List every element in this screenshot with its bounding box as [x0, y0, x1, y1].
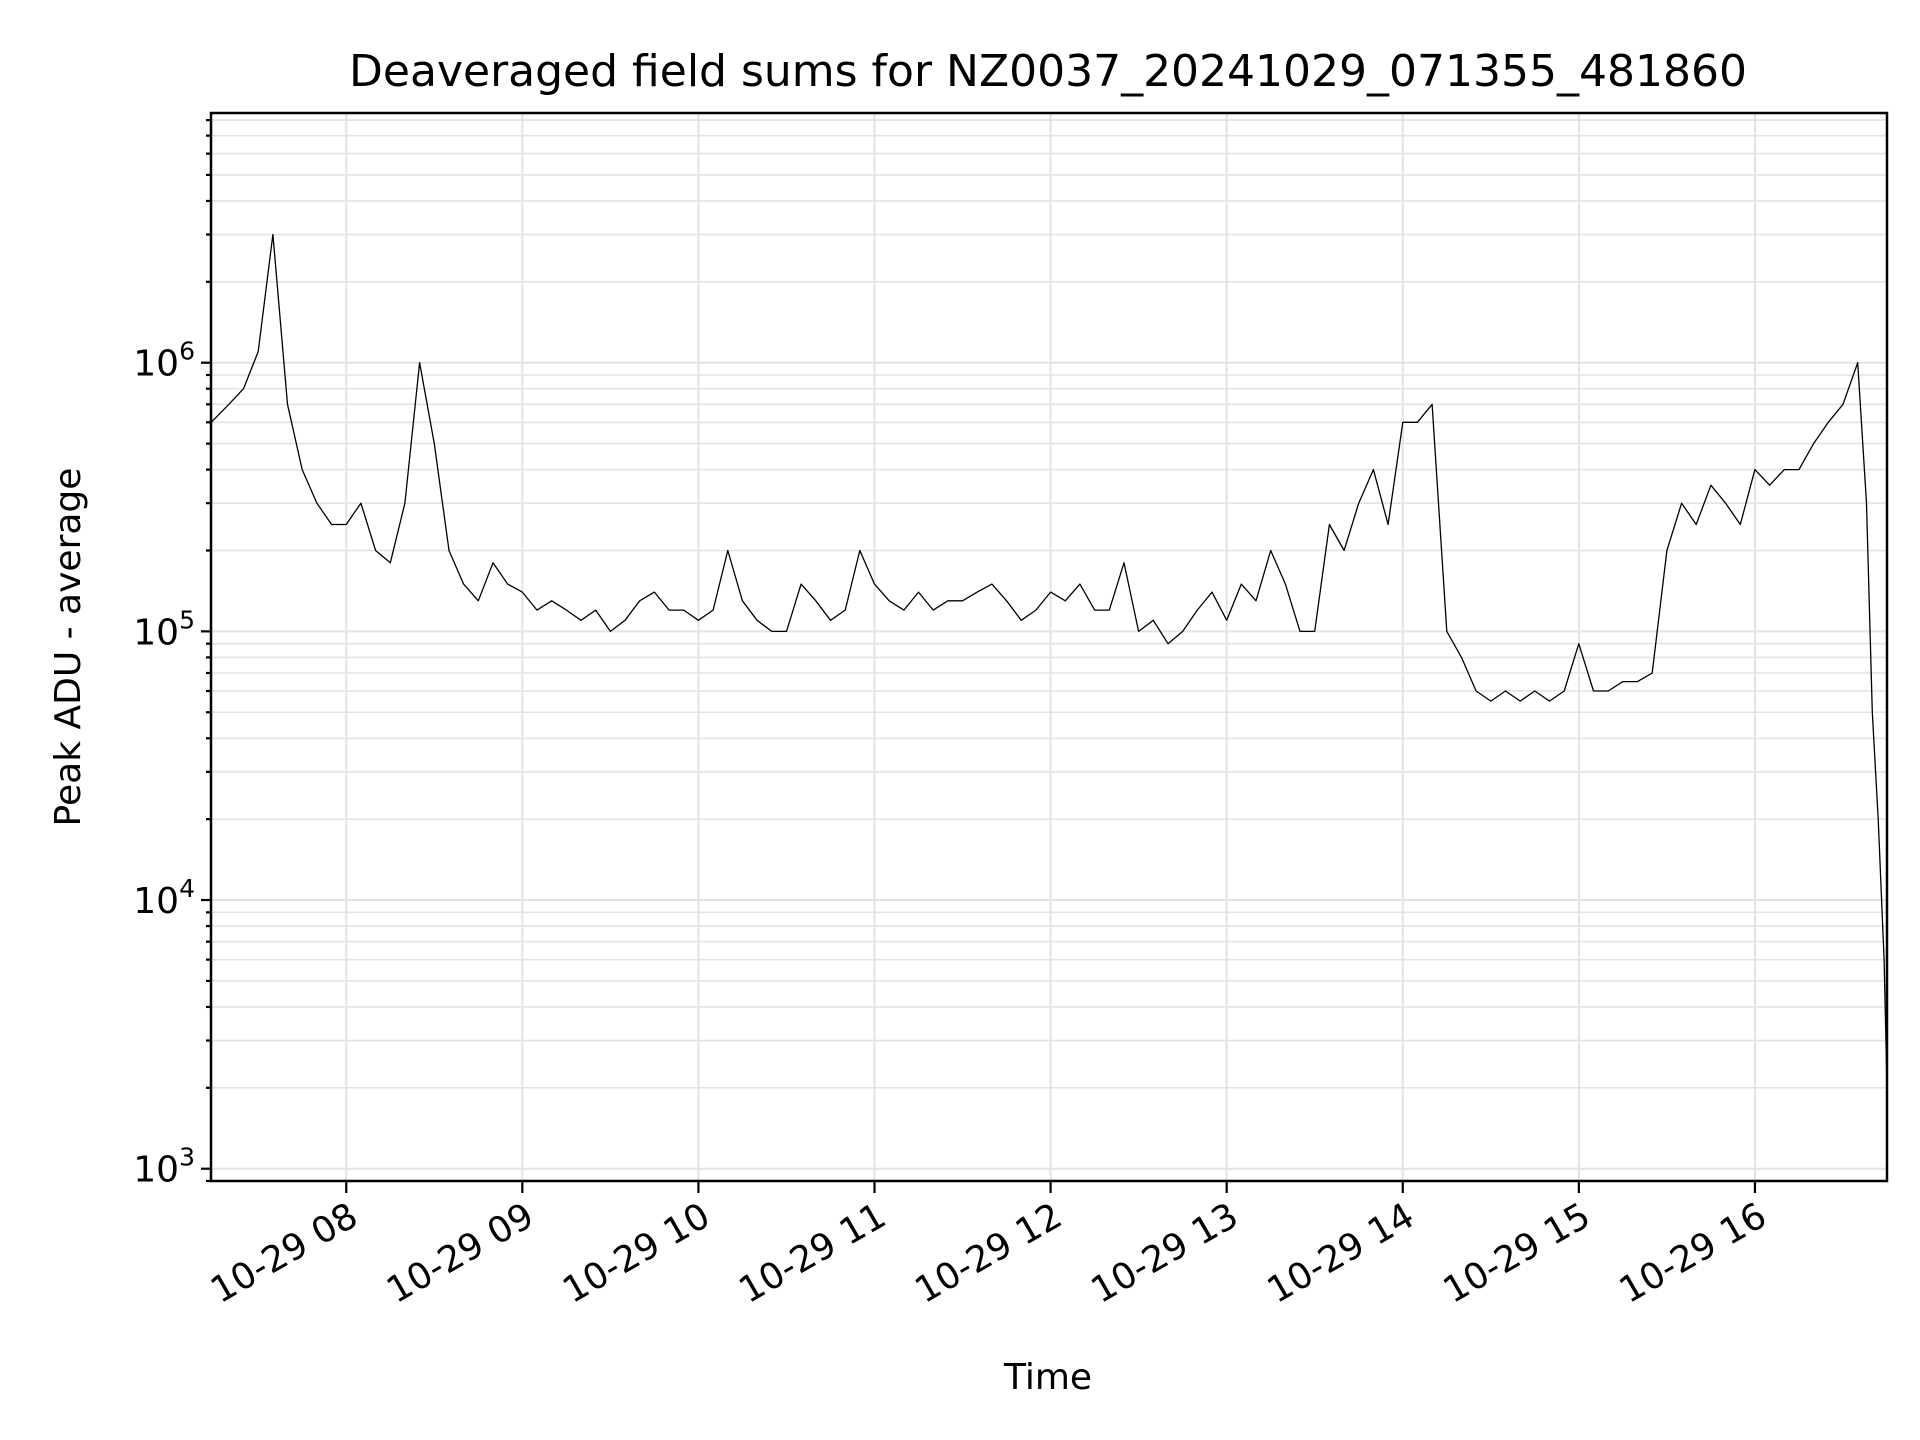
chart-title: Deaveraged field sums for NZ0037_2024102… [349, 46, 1747, 97]
y-tick-label: 106 [133, 337, 195, 385]
y-axis: 103 104 105 106 [133, 118, 211, 1191]
x-tick-label: 10-29 10 [556, 1195, 717, 1311]
series-line [210, 233, 1888, 1088]
x-tick-label: 10-29 14 [1261, 1195, 1422, 1311]
x-axis: 10-29 08 10-29 09 10-29 10 10-29 11 10-29 12… [204, 1181, 1773, 1312]
plot-frame [209, 111, 1889, 1183]
y-tick-label: 103 [133, 1143, 195, 1191]
x-axis-label: Time [1003, 1357, 1092, 1398]
x-tick-label: 10-29 13 [1085, 1195, 1246, 1311]
x-tick-label: 10-29 08 [204, 1195, 365, 1311]
y-axis-label: Peak ADU - average [48, 468, 89, 827]
gridlines [211, 113, 1887, 1182]
x-tick-label: 10-29 11 [732, 1195, 893, 1311]
y-tick-label: 105 [133, 605, 195, 653]
y-tick-label: 104 [133, 874, 195, 922]
x-tick-label: 10-29 15 [1437, 1195, 1598, 1311]
x-tick-label: 10-29 09 [380, 1195, 541, 1311]
x-tick-label: 10-29 12 [908, 1195, 1069, 1311]
x-tick-label: 10-29 16 [1613, 1195, 1774, 1311]
